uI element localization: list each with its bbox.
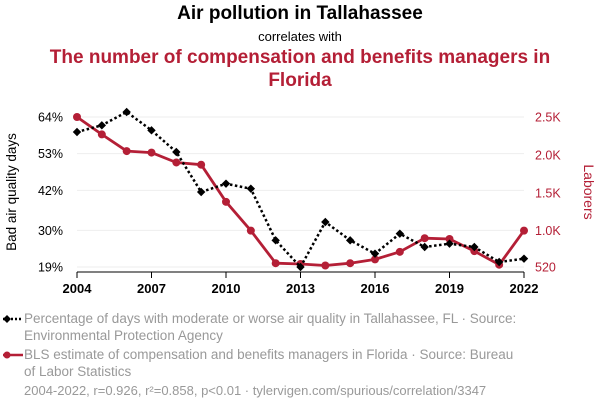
point-managers-2017	[395, 247, 404, 256]
point-managers-2022	[520, 226, 528, 235]
y-right-tick-label: 2.5K	[535, 111, 561, 125]
y-right-tick-label: 520	[535, 261, 556, 275]
point-air-quality-2007	[147, 126, 156, 135]
point-air-quality-2009	[196, 187, 206, 197]
y-left-tick-label: 53%	[38, 147, 63, 161]
point-air-quality-2005	[97, 121, 107, 130]
point-managers-2007	[147, 148, 156, 157]
point-air-quality-2021	[494, 257, 504, 267]
point-managers-2006	[122, 147, 131, 156]
x-tick-label: 2019	[435, 281, 464, 296]
point-managers-2015	[346, 259, 355, 268]
x-tick-label: 2004	[63, 281, 93, 296]
x-tick-label: 2007	[137, 281, 166, 296]
point-managers-2008	[172, 158, 181, 167]
point-air-quality-2006	[122, 107, 131, 117]
point-air-quality-2008	[172, 147, 181, 157]
chart-title: Air pollution in Tallahassee	[177, 3, 423, 24]
chart-area: 19% 30% 42% 53% 64% 520 1.0K 1.5K 2.0K 2.5K 2004 20…	[4, 107, 597, 296]
point-air-quality-2016	[370, 249, 380, 258]
series-line-managers	[76, 115, 526, 267]
y-right-tick-label: 2.0K	[535, 148, 561, 162]
point-managers-2012	[271, 259, 280, 268]
chart-subtitle: correlates with	[258, 29, 342, 44]
legend-label-air-quality: Percentage of days with moderate or wors…	[24, 311, 517, 343]
y-left-axis-title: Bad air quality days	[4, 133, 19, 251]
point-air-quality-2014	[321, 217, 330, 227]
x-tick-label: 2022	[510, 281, 539, 296]
point-air-quality-2019	[445, 239, 454, 248]
point-managers-2009	[197, 160, 206, 169]
point-air-quality-2010	[221, 179, 231, 188]
y-left-tick-label: 64%	[38, 111, 63, 125]
x-tick-label: 2010	[212, 281, 241, 296]
point-air-quality-2011	[246, 184, 256, 193]
point-air-quality-2004	[72, 127, 82, 137]
y-left-tick-label: 30%	[38, 224, 63, 238]
legend-marker-dotted-diamond	[3, 315, 23, 323]
x-tick-label: 2016	[361, 281, 390, 296]
legend-marker-solid-circle	[3, 351, 23, 359]
point-managers-2005	[97, 130, 106, 139]
point-air-quality-2020	[470, 242, 479, 252]
legend-label-managers: BLS estimate of compensation and benefit…	[24, 347, 514, 379]
chart-title-secondary: The number of compensation and benefits …	[49, 47, 551, 91]
y-right-tick-label: 1.0K	[535, 224, 561, 238]
point-managers-2014	[321, 261, 330, 270]
point-managers-2018	[420, 234, 429, 243]
x-tick-label: 2013	[286, 281, 315, 296]
point-air-quality-2013	[296, 262, 305, 272]
y-right-tick-label: 1.5K	[535, 186, 561, 200]
point-air-quality-2018	[420, 242, 429, 252]
point-managers-2010	[222, 197, 230, 206]
y-right-axis-title: Laborers	[581, 164, 597, 219]
y-left-tick-label: 42%	[38, 184, 63, 198]
point-managers-2011	[246, 226, 255, 235]
point-managers-2004	[73, 113, 81, 121]
footer-stats: 2004-2022, r=0.926, r²=0.858, p<0.01 · t…	[24, 383, 487, 398]
point-managers-2016	[371, 255, 379, 264]
point-managers-2019	[445, 234, 454, 243]
point-air-quality-2022	[519, 254, 529, 263]
point-air-quality-2015	[345, 236, 355, 245]
y-left-tick-label: 19%	[38, 261, 63, 275]
point-air-quality-2017	[395, 229, 405, 238]
point-air-quality-2012	[271, 236, 280, 245]
